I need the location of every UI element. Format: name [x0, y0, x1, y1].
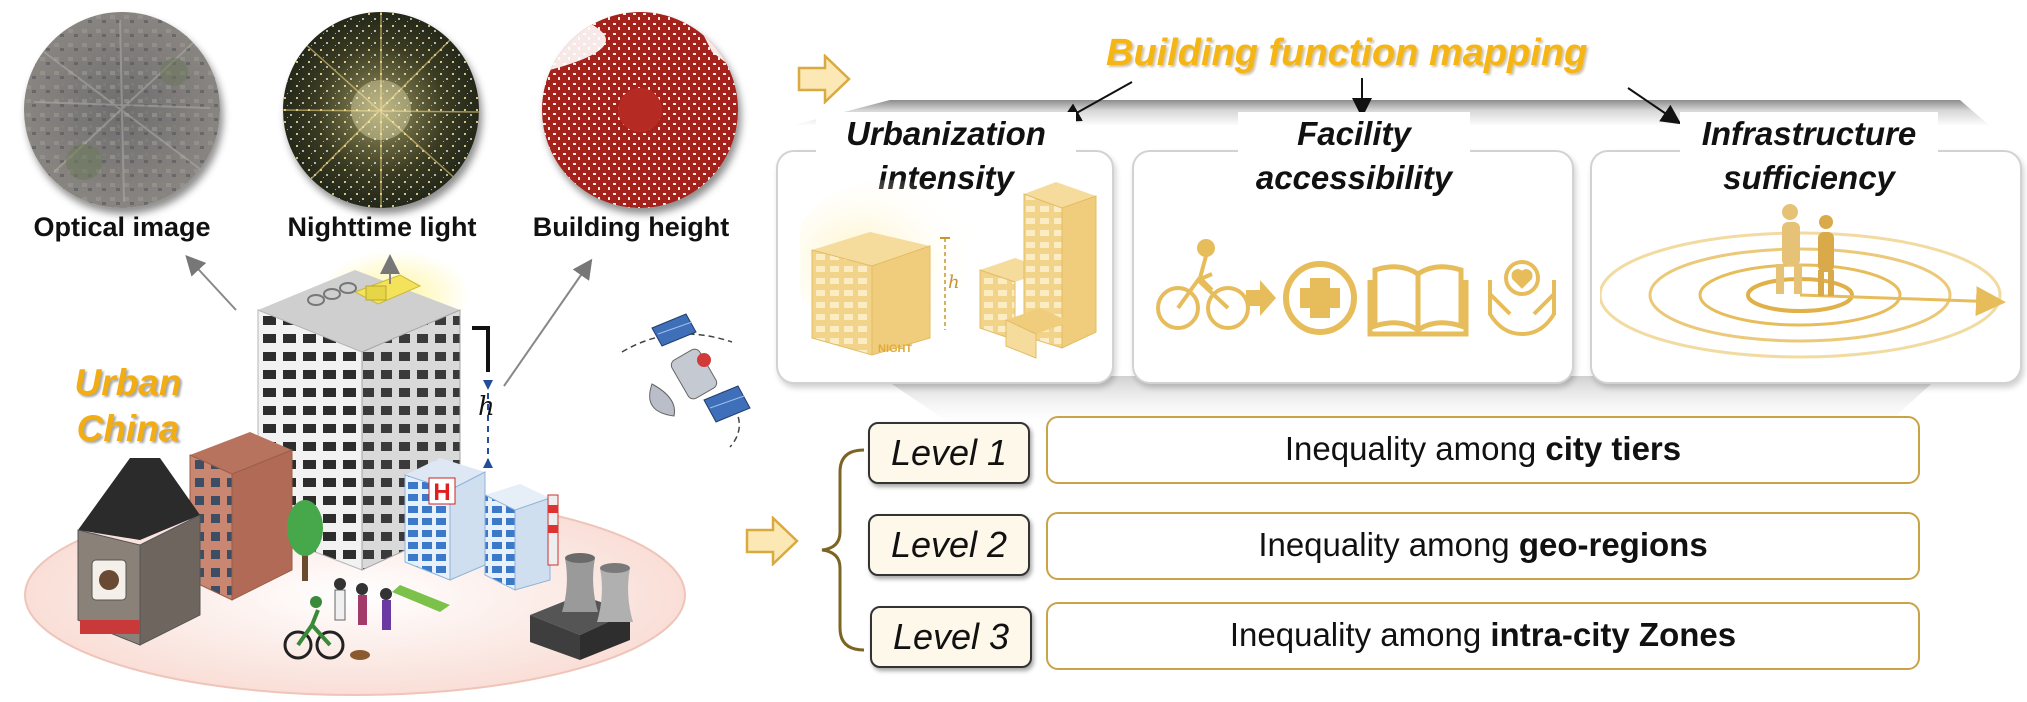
- people-icon: [1776, 204, 1834, 296]
- data-source-arrows: [185, 254, 593, 387]
- panel-infrastructure-sufficiency: [1590, 150, 2022, 384]
- level-2-description: Inequality among geo-regions: [1046, 512, 1920, 580]
- level-1-text-bold: city tiers: [1545, 430, 1682, 467]
- block-arrow-levels: [745, 516, 799, 566]
- hospital-cross-icon: [1283, 261, 1357, 335]
- region-label-line2: China: [76, 408, 180, 449]
- panel-facility-line2: accessibility: [1255, 159, 1453, 196]
- service-radius-icon: [1600, 204, 2006, 359]
- panel-infrastructure-line2: sufficiency: [1723, 159, 1895, 196]
- region-label-line1: Urban: [74, 362, 182, 403]
- arrow-right-icon: [1246, 280, 1276, 316]
- svg-text:h: h: [948, 272, 960, 293]
- nighttime-light-thumbnail: [283, 12, 479, 208]
- region-label: Urban China: [48, 360, 208, 452]
- bicycle-icon: [1156, 239, 1250, 330]
- book-icon: [1367, 264, 1469, 337]
- urban-city-illustration: h H: [24, 250, 686, 696]
- optical-image-caption: Optical image: [33, 212, 211, 242]
- level-3-text-bold: intra-city Zones: [1490, 616, 1737, 653]
- level-1-label: Level 1: [868, 422, 1030, 484]
- panel-facility-heading: Facility accessibility: [1238, 112, 1470, 200]
- panel-urbanization-line1: Urbanization: [846, 115, 1046, 152]
- satellite-icon: [621, 313, 751, 448]
- panel-facility-line1: Facility: [1297, 115, 1411, 152]
- block-arrow-top: [797, 54, 851, 104]
- levels-brace: [821, 448, 865, 652]
- level-1-description: Inequality among city tiers: [1046, 416, 1920, 484]
- level-1-text-prefix: Inequality among: [1284, 430, 1546, 467]
- level-2-text-prefix: Inequality among: [1258, 526, 1519, 563]
- level-2-text-bold: geo-regions: [1518, 526, 1708, 563]
- panel-infrastructure-heading: Infrastructure sufficiency: [1680, 112, 1938, 200]
- svg-text:NIGHT: NIGHT: [878, 343, 913, 355]
- building-height-caption: Building height: [532, 212, 730, 242]
- care-hands-icon: [1488, 260, 1556, 337]
- svg-text:H: H: [433, 479, 450, 506]
- building-function-mapping-title: Building function mapping: [1106, 32, 1588, 74]
- facility-icons: [1156, 239, 1556, 337]
- nighttime-light-caption: Nighttime light: [287, 212, 477, 242]
- level-3-text-prefix: Inequality among: [1229, 616, 1491, 653]
- urbanization-buildings-icon: NIGHT h: [800, 180, 1097, 359]
- level-3-description: Inequality among intra-city Zones: [1046, 602, 1920, 670]
- panel-infrastructure-line1: Infrastructure: [1701, 115, 1917, 152]
- level-2-label: Level 2: [868, 514, 1030, 576]
- svg-text:h: h: [478, 392, 495, 422]
- optical-image-thumbnail: [24, 12, 220, 208]
- level-3-label: Level 3: [870, 606, 1032, 668]
